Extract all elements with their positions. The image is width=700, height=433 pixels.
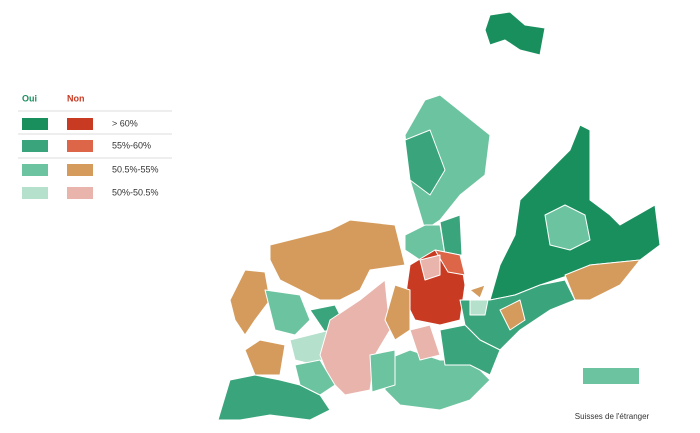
- commune: [264, 289, 311, 336]
- legend-label: 50.5%-55%: [112, 164, 159, 174]
- commune: [294, 359, 336, 396]
- swatch-non: [67, 118, 93, 130]
- commune: [404, 129, 446, 196]
- legend-label: 50%-50.5%: [112, 187, 159, 197]
- swatch-oui: [22, 164, 48, 176]
- commune: [434, 249, 466, 276]
- commune: [484, 11, 546, 56]
- commune: [499, 299, 526, 331]
- abroad-label: Suisses de l'étranger: [575, 412, 650, 421]
- commune: [229, 269, 271, 336]
- legend: Oui Non > 60% 55%-60% 50.5%-55% 50%-50.5…: [18, 93, 172, 199]
- commune: [369, 349, 396, 393]
- commune: [544, 204, 591, 251]
- swatch-non: [67, 140, 93, 152]
- commune: [409, 324, 441, 361]
- commune: [269, 219, 406, 301]
- abroad-swatch: [583, 368, 639, 384]
- commune: [439, 214, 463, 256]
- commune: [419, 254, 441, 281]
- legend-label: 55%-60%: [112, 140, 151, 150]
- swatch-oui: [22, 187, 48, 199]
- commune: [469, 299, 489, 316]
- swatch-non: [67, 187, 93, 199]
- commune: [439, 324, 501, 376]
- commune: [384, 284, 411, 341]
- swatch-non: [67, 164, 93, 176]
- legend-label: > 60%: [112, 118, 138, 128]
- commune: [244, 339, 286, 376]
- swatch-oui: [22, 118, 48, 130]
- commune-map: [217, 11, 661, 421]
- swatch-oui: [22, 140, 48, 152]
- commune: [469, 284, 486, 299]
- legend-header-oui: Oui: [22, 93, 37, 103]
- legend-header-non: Non: [67, 93, 85, 103]
